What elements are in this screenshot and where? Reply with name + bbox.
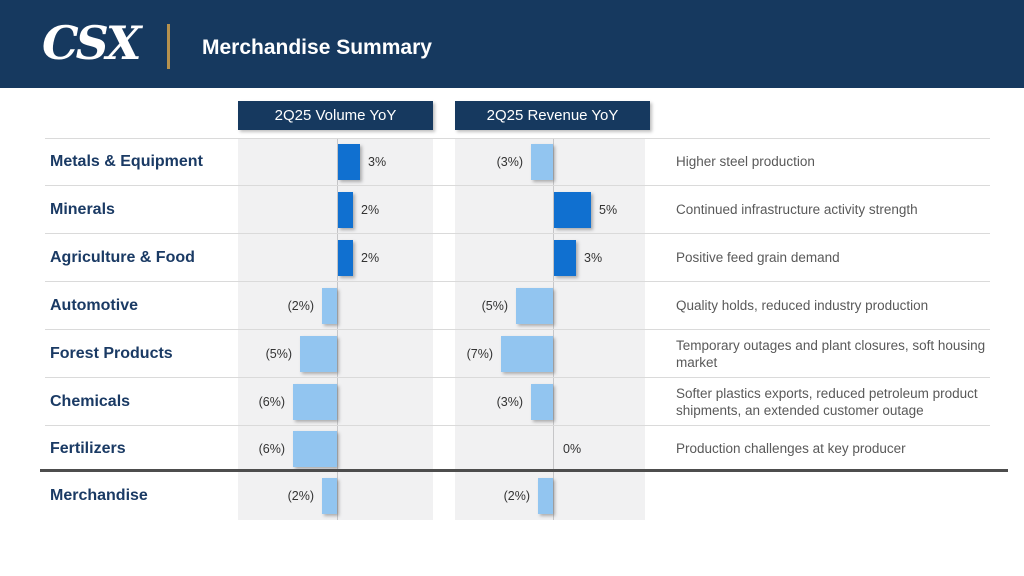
category-label: Chemicals [50, 393, 131, 410]
volume-bar [338, 240, 353, 276]
volume-bar [338, 192, 353, 228]
volume-value: 2% [361, 251, 380, 265]
row-separator [45, 377, 990, 378]
header-bar: CSX Merchandise Summary [0, 0, 1024, 88]
gold-divider [167, 24, 170, 69]
volume-bar [293, 384, 337, 420]
csx-logo: CSX [42, 16, 142, 70]
row-separator [45, 233, 990, 234]
revenue-bar [554, 192, 591, 228]
row-separator [45, 425, 990, 426]
revenue-bar [538, 478, 553, 514]
column-header-revenue: 2Q25 Revenue YoY [455, 101, 650, 130]
row-comment: Continued infrastructure activity streng… [676, 202, 918, 218]
revenue-bar [531, 384, 553, 420]
row-separator [45, 329, 990, 330]
revenue-value: 3% [584, 251, 603, 265]
row-comment: Temporary outages and plant closures, so… [676, 337, 986, 370]
volume-bar [338, 144, 360, 180]
category-label: Fertilizers [50, 440, 126, 457]
category-label: Forest Products [50, 345, 173, 362]
revenue-value: 0% [563, 442, 582, 456]
revenue-value: (3%) [496, 155, 523, 169]
volume-value: (5%) [265, 347, 292, 361]
row-comment: Softer plastics exports, reduced petrole… [676, 385, 978, 418]
revenue-bar [554, 240, 576, 276]
volume-value: 3% [368, 155, 387, 169]
revenue-bar [531, 144, 553, 180]
revenue-bar [516, 288, 553, 324]
volume-bar [300, 336, 337, 372]
revenue-value: (7%) [466, 347, 493, 361]
row-comment: Quality holds, reduced industry producti… [676, 298, 929, 314]
revenue-value: (5%) [481, 299, 508, 313]
volume-value: (2%) [287, 489, 314, 503]
total-separator [40, 469, 1008, 472]
row-comment: Production challenges at key producer [676, 441, 906, 457]
volume-value: (2%) [287, 299, 314, 313]
row-separator [45, 281, 990, 282]
category-label: Metals & Equipment [50, 153, 203, 170]
volume-value: (6%) [258, 442, 285, 456]
category-label: Automotive [50, 297, 138, 314]
row-separator [45, 138, 990, 139]
page-title: Merchandise Summary [202, 36, 432, 59]
category-label: Minerals [50, 201, 115, 218]
column-header-volume: 2Q25 Volume YoY [238, 101, 433, 130]
revenue-bar [501, 336, 553, 372]
row-comment: Higher steel production [676, 154, 815, 170]
volume-bar [322, 478, 337, 514]
category-label: Agriculture & Food [50, 249, 195, 266]
category-label: Merchandise [50, 487, 148, 504]
volume-value: 2% [361, 203, 380, 217]
revenue-value: (2%) [503, 489, 530, 503]
row-separator [45, 185, 990, 186]
volume-value: (6%) [258, 395, 285, 409]
revenue-value: 5% [599, 203, 618, 217]
volume-bar [293, 431, 337, 467]
volume-bar [322, 288, 337, 324]
revenue-value: (3%) [496, 395, 523, 409]
row-comment: Positive feed grain demand [676, 250, 840, 266]
